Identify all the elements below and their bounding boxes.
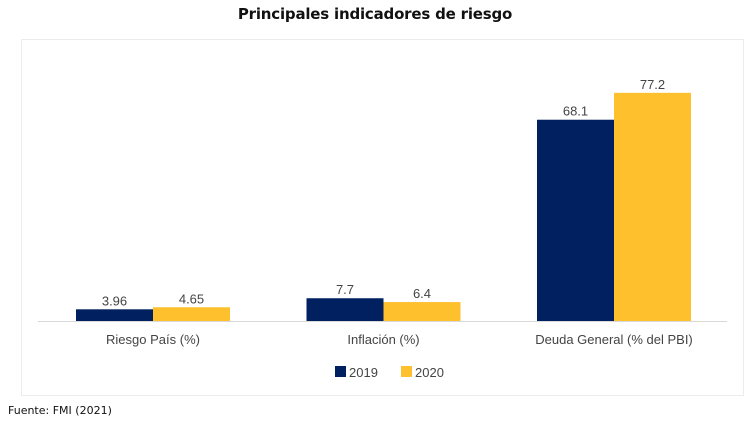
bar-2020-0 <box>153 307 230 321</box>
bar-2019-0 <box>76 309 153 321</box>
category-label-2: Deuda General (% del PBI) <box>535 332 693 347</box>
bar-2019-1 <box>306 298 384 321</box>
data-label-2019-0: 3.96 <box>102 293 127 308</box>
chart-title: Principales indicadores de riesgo <box>237 5 513 23</box>
legend-swatch-2020 <box>401 366 412 377</box>
legend-swatch-2019 <box>335 366 346 377</box>
source-note: Fuente: FMI (2021) <box>8 404 112 417</box>
category-labels-group: Riesgo País (%) Inflación (%) Deuda Genera… <box>106 332 693 347</box>
data-label-2020-1: 6.4 <box>413 286 431 301</box>
data-label-2020-0: 4.65 <box>179 291 204 306</box>
category-label-0: Riesgo País (%) <box>106 332 200 347</box>
bar-2020-1 <box>383 302 461 321</box>
bars-group <box>76 92 691 321</box>
data-label-2019-1: 7.7 <box>336 282 354 297</box>
bar-2020-2 <box>614 92 691 321</box>
legend-label-2019: 2019 <box>349 365 378 380</box>
bar-2019-2 <box>537 119 614 321</box>
category-label-1: Inflación (%) <box>347 332 419 347</box>
chart-frame <box>21 39 744 396</box>
data-label-2020-2: 77.2 <box>640 77 665 92</box>
data-label-2019-2: 68.1 <box>563 104 588 119</box>
bar-labels-group: 3.96 4.65 7.7 6.4 68.1 77.2 <box>102 77 665 308</box>
legend: 2019 2020 <box>335 365 444 380</box>
legend-label-2020: 2020 <box>415 365 444 380</box>
